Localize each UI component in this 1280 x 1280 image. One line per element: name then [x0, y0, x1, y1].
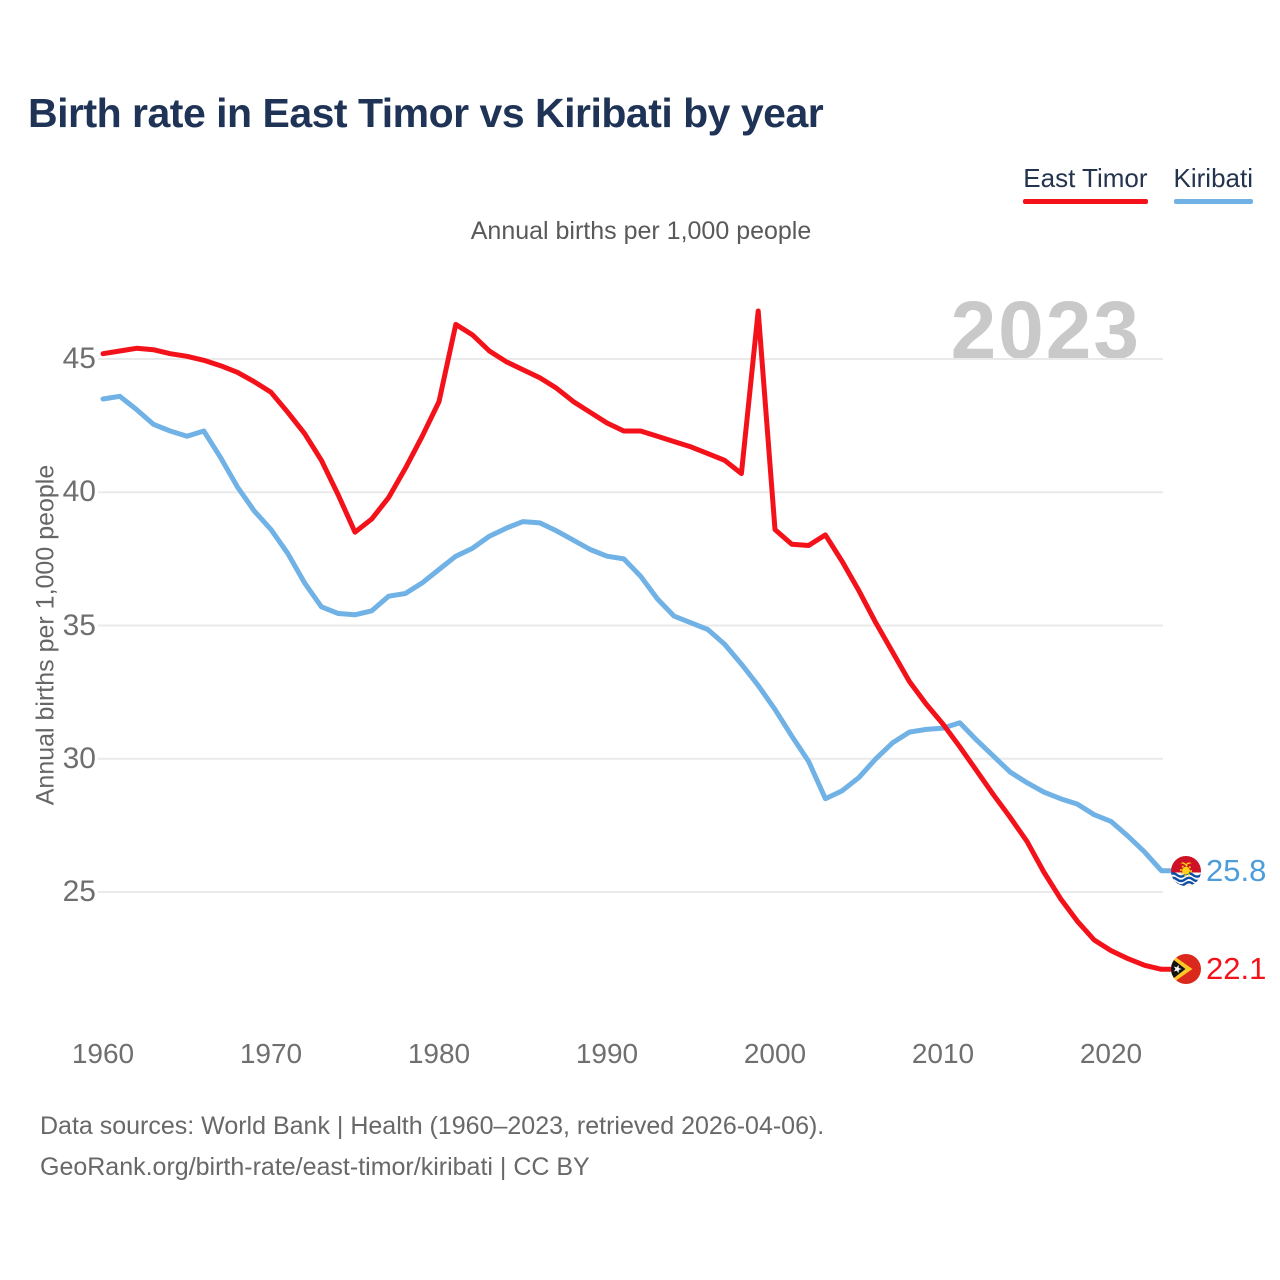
x-tick-label: 2000	[743, 1038, 807, 1069]
east-timor-flag-icon	[1171, 954, 1201, 984]
x-tick-label: 1980	[407, 1038, 471, 1069]
series-line-kiribati	[100, 393, 1173, 874]
x-tick-label: 2010	[911, 1038, 975, 1069]
x-tick-label: 1960	[71, 1038, 135, 1069]
series-line-east-timor	[100, 308, 1173, 972]
x-tick-label: 1990	[575, 1038, 639, 1069]
chart-subtitle: Annual births per 1,000 people	[470, 217, 812, 245]
legend-underline-kiribati	[1173, 199, 1253, 204]
east-timor-end-value: 22.1	[1206, 951, 1267, 986]
legend: East Timor Kiribati	[1023, 163, 1253, 204]
y-tick-label: 40	[62, 475, 96, 509]
kiribati-flag-icon	[1171, 856, 1201, 886]
y-tick-label: 35	[62, 608, 96, 642]
footer-source-line: Data sources: World Bank | Health (1960–…	[40, 1112, 825, 1140]
legend-label-kiribati: Kiribati	[1173, 163, 1253, 193]
legend-label-east-timor: East Timor	[1023, 163, 1148, 193]
kiribati-end-value: 25.8	[1206, 853, 1267, 888]
legend-item-east-timor[interactable]: East Timor	[1023, 163, 1148, 204]
watermark-year: 2023	[950, 285, 1141, 376]
y-tick-label: 25	[62, 875, 96, 908]
y-tick-label: 45	[62, 342, 96, 375]
footer: Data sources: World Bank | Health (1960–…	[40, 1106, 824, 1188]
y-tick-label: 30	[62, 741, 96, 775]
x-tick-label: 1970	[239, 1038, 303, 1069]
footer-url-line: GeoRank.org/birth-rate/east-timor/kiriba…	[40, 1153, 590, 1181]
legend-item-kiribati[interactable]: Kiribati	[1173, 163, 1253, 204]
page-title: Birth rate in East Timor vs Kiribati by …	[28, 90, 824, 136]
x-tick-label: 2020	[1079, 1038, 1143, 1069]
legend-underline-east-timor	[1023, 199, 1148, 204]
